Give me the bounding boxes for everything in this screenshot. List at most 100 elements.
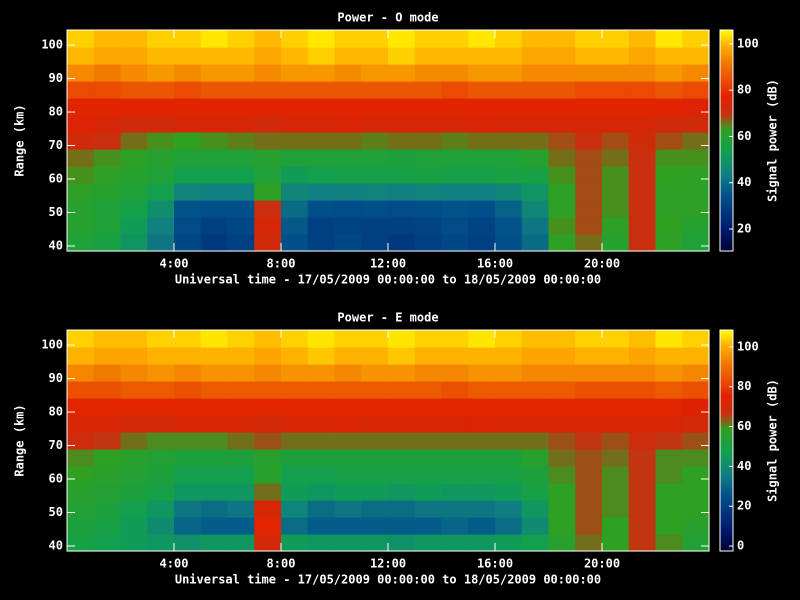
- heatmap-cell: [201, 47, 228, 65]
- heatmap-cell: [281, 330, 308, 348]
- heatmap-cell: [254, 517, 281, 535]
- heatmap-cell: [656, 330, 683, 348]
- heatmap-cell: [682, 347, 709, 365]
- heatmap-cell: [281, 234, 308, 252]
- heatmap-cell: [174, 234, 201, 252]
- heatmap-cell: [388, 149, 415, 167]
- heatmap-cell: [602, 81, 629, 99]
- heatmap-cell: [388, 64, 415, 82]
- heatmap-cell: [522, 234, 549, 252]
- heatmap-cell: [575, 449, 602, 467]
- heatmap-cell: [121, 149, 148, 167]
- heatmap-cell: [575, 132, 602, 150]
- heatmap-cell: [682, 415, 709, 433]
- heatmap-cell: [254, 466, 281, 484]
- heatmap-cell: [602, 500, 629, 518]
- heatmap-cell: [575, 347, 602, 365]
- heatmap-cell: [121, 115, 148, 133]
- heatmap-cell: [388, 347, 415, 365]
- heatmap-cell: [335, 234, 362, 252]
- heatmap-cell: [522, 30, 549, 48]
- heatmap-cell: [549, 483, 576, 501]
- heatmap-cell: [682, 398, 709, 416]
- heatmap-cell: [602, 483, 629, 501]
- heatmap-cell: [147, 432, 174, 450]
- heatmap-cell: [468, 30, 495, 48]
- heatmap-cell: [174, 381, 201, 399]
- heatmap-cell: [361, 81, 388, 99]
- heatmap-cell: [549, 64, 576, 82]
- heatmap-cell: [201, 517, 228, 535]
- heatmap-cell: [629, 234, 656, 252]
- heatmap-cell: [281, 364, 308, 382]
- heatmap-cell: [629, 398, 656, 416]
- heatmap-cell: [522, 347, 549, 365]
- heatmap-cell: [254, 200, 281, 218]
- heatmap-cell: [361, 30, 388, 48]
- heatmap-cell: [121, 398, 148, 416]
- heatmap-cell: [602, 200, 629, 218]
- heatmap-cell: [549, 200, 576, 218]
- heatmap-cell: [67, 500, 94, 518]
- heatmap-cell: [656, 517, 683, 535]
- heatmap-cell: [174, 47, 201, 65]
- heatmap-cell: [495, 132, 522, 150]
- heatmap-cell: [335, 483, 362, 501]
- heatmap-cell: [281, 183, 308, 201]
- heatmap-cell: [629, 166, 656, 184]
- heatmap-cell: [308, 381, 335, 399]
- heatmap-cell: [361, 149, 388, 167]
- heatmap-cell: [575, 149, 602, 167]
- heatmap-cell: [201, 166, 228, 184]
- heatmap-cell: [281, 466, 308, 484]
- heatmap-cell: [254, 483, 281, 501]
- colorbar: [720, 30, 733, 251]
- heatmap-cell: [656, 234, 683, 252]
- heatmap-cell: [254, 500, 281, 518]
- heatmap-cell: [388, 534, 415, 552]
- heatmap-cell: [415, 149, 442, 167]
- heatmap-cell: [201, 432, 228, 450]
- heatmap-cell: [201, 217, 228, 235]
- heatmap-cell: [147, 149, 174, 167]
- heatmap-cell: [495, 115, 522, 133]
- heatmap-cell: [656, 64, 683, 82]
- heatmap-cell: [522, 381, 549, 399]
- heatmap-cell: [522, 64, 549, 82]
- heatmap-cell: [656, 381, 683, 399]
- heatmap-cell: [442, 381, 469, 399]
- heatmap-cell: [335, 183, 362, 201]
- heatmap-cell: [522, 132, 549, 150]
- heatmap-cell: [228, 330, 255, 348]
- heatmap-cell: [174, 149, 201, 167]
- heatmap-cell: [94, 166, 121, 184]
- heatmap-cell: [67, 217, 94, 235]
- heatmap-cell: [656, 449, 683, 467]
- heatmap-cell: [682, 449, 709, 467]
- heatmap-cell: [121, 347, 148, 365]
- heatmap-cell: [121, 449, 148, 467]
- heatmap-cell: [147, 217, 174, 235]
- heatmap-cell: [201, 149, 228, 167]
- heatmap-cell: [656, 166, 683, 184]
- heatmap-cell: [201, 381, 228, 399]
- heatmap-cell: [468, 64, 495, 82]
- heatmap-cell: [656, 347, 683, 365]
- heatmap-cell: [361, 183, 388, 201]
- heatmap-cell: [468, 115, 495, 133]
- heatmap-cell: [147, 47, 174, 65]
- heatmap-cell: [388, 415, 415, 433]
- heatmap-cell: [335, 415, 362, 433]
- heatmap-cell: [147, 466, 174, 484]
- heatmap-cell: [682, 466, 709, 484]
- heatmap-cell: [94, 132, 121, 150]
- x-tick-label: 20:00: [584, 557, 620, 571]
- heatmap-cell: [281, 64, 308, 82]
- heatmap-cell: [442, 330, 469, 348]
- heatmap-cell: [656, 115, 683, 133]
- heatmap-cell: [121, 64, 148, 82]
- heatmap-cell: [495, 217, 522, 235]
- heatmap-cell: [602, 432, 629, 450]
- heatmap-cell: [656, 183, 683, 201]
- heatmap-cell: [228, 534, 255, 552]
